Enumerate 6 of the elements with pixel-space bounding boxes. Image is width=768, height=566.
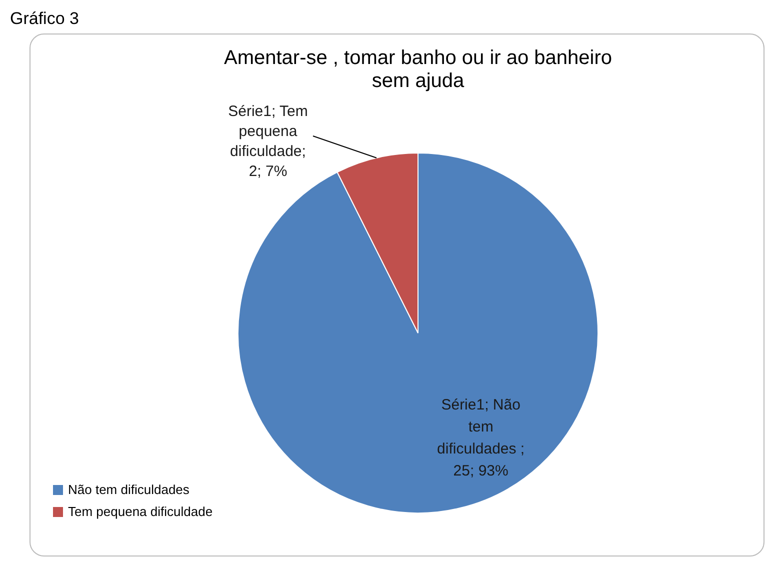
data-label: Série1; Tem pequena dificuldade; 2; 7% [228, 103, 308, 180]
legend-label: Não tem dificuldades [68, 482, 190, 497]
data-label: Série1; Não tem dificuldades ; 25; 93% [437, 396, 525, 480]
chart-title: Amentar-se , tomar banho ou ir ao banheiro sem ajuda [224, 47, 612, 92]
legend-label: Tem pequena dificuldade [68, 504, 213, 519]
text: Gráfico 3 [10, 9, 79, 28]
